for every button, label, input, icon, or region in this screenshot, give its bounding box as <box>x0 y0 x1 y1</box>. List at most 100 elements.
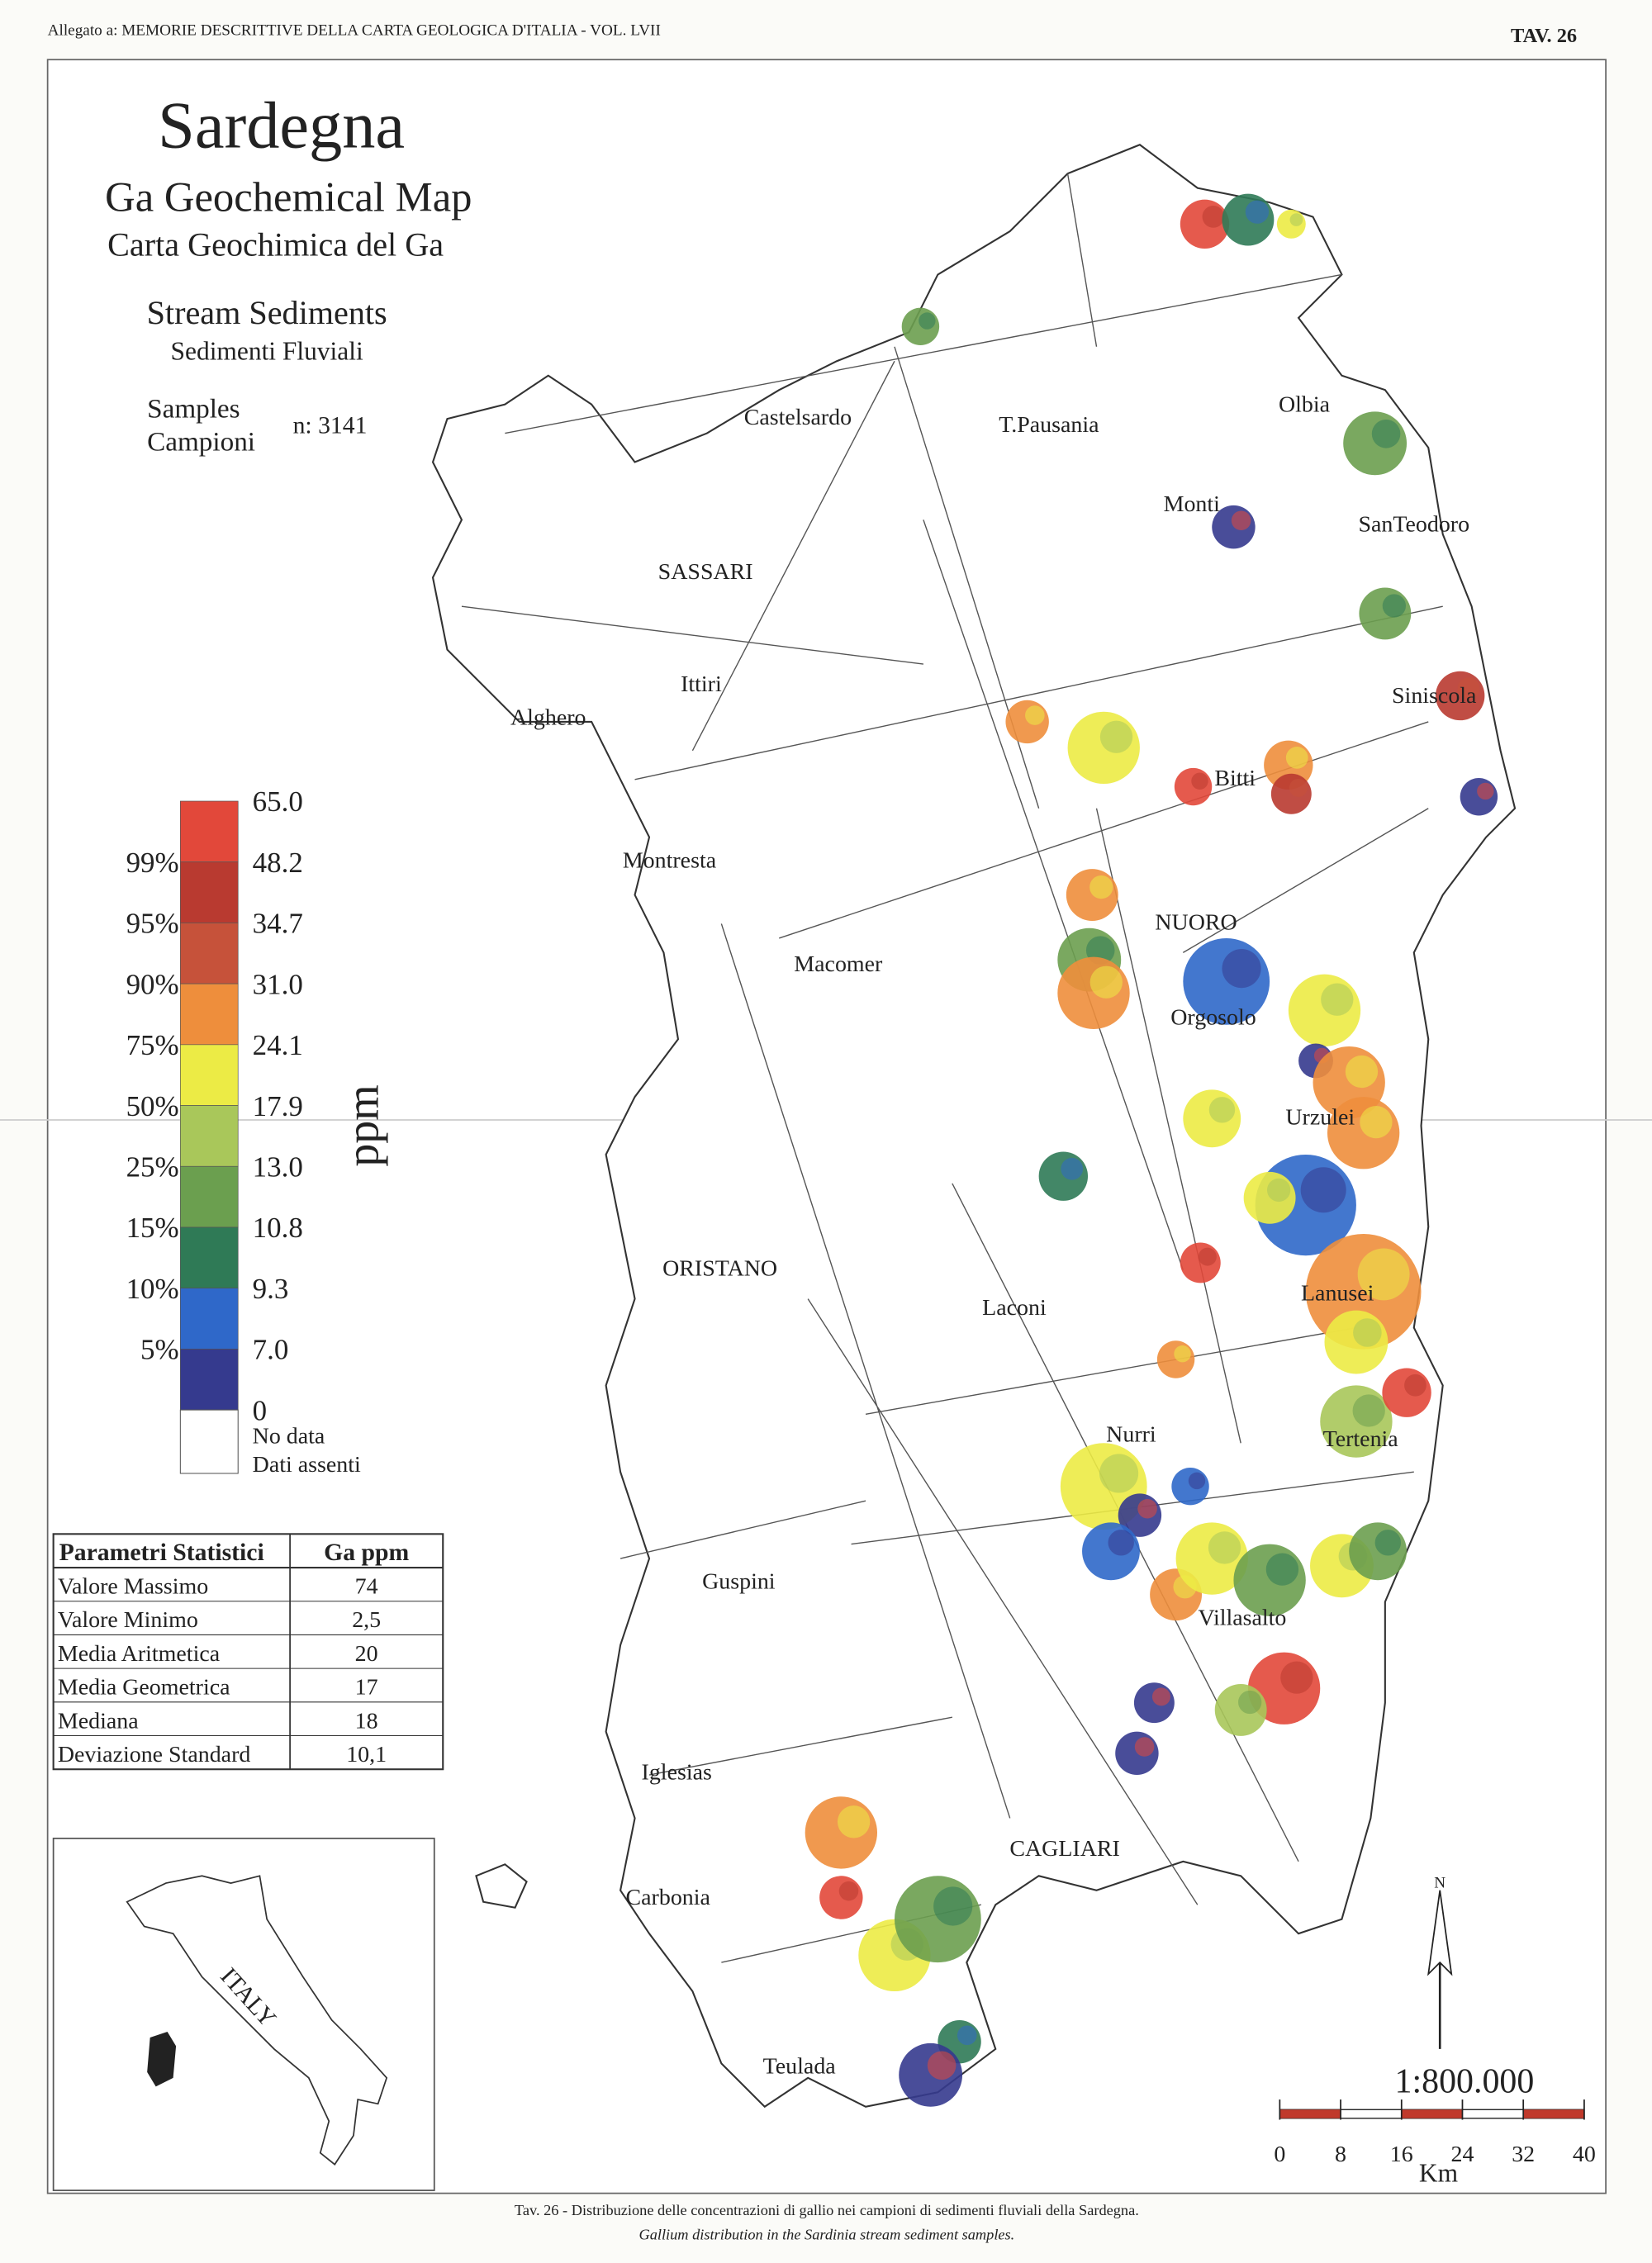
sample-cluster-detail <box>933 1886 973 1926</box>
place-label: Bitti <box>1214 766 1256 791</box>
sample-cluster-detail <box>1137 1498 1157 1519</box>
scale-tick-label: 32 <box>1512 2142 1535 2167</box>
sample-cluster-detail <box>1061 1157 1084 1180</box>
legend-value: 0 <box>253 1394 267 1426</box>
legend-percentile: 75% <box>126 1029 179 1061</box>
place-label: Nurri <box>1106 1422 1156 1448</box>
legend-value: 24.1 <box>253 1029 303 1061</box>
sample-cluster <box>1057 956 1130 1029</box>
scale-segment <box>1401 2109 1463 2118</box>
sample-cluster-detail <box>1371 419 1401 448</box>
sample-cluster <box>1156 1340 1195 1378</box>
sample-cluster-detail <box>1457 677 1480 700</box>
place-label: ORISTANO <box>662 1256 777 1282</box>
sample-cluster-detail <box>1099 720 1133 753</box>
samples-count: n: 3141 <box>293 413 368 439</box>
place-label: Lanusei <box>1301 1280 1374 1306</box>
table-header: Ga ppm <box>324 1540 409 1566</box>
sample-cluster <box>1171 1467 1209 1506</box>
scale-tick-label: 0 <box>1274 2142 1285 2167</box>
sample-cluster-detail <box>1374 1530 1402 1556</box>
sample-cluster <box>1343 411 1408 476</box>
place-label: T.Pausania <box>999 412 1099 438</box>
sample-cluster-detail <box>1280 1661 1313 1694</box>
table-cell: 20 <box>355 1641 378 1667</box>
scale-tick-label: 40 <box>1573 2142 1596 2167</box>
sample-cluster-detail <box>1222 949 1261 989</box>
sample-cluster <box>1174 767 1213 806</box>
north-label: N <box>1434 1874 1446 1891</box>
scale-segment <box>1279 2109 1341 2118</box>
scale-unit: Km <box>1419 2159 1458 2188</box>
legend-value: 9.3 <box>253 1273 289 1305</box>
table-cell: 17 <box>355 1675 378 1701</box>
sample-cluster-detail <box>1134 1737 1155 1757</box>
place-label: Orgosolo <box>1170 1005 1256 1031</box>
scale-segment <box>1523 2109 1584 2118</box>
medium-en: Stream Sediments <box>147 294 387 331</box>
legend-swatch <box>179 1044 239 1106</box>
sample-cluster-detail <box>1360 1105 1393 1139</box>
table-cell: 10,1 <box>346 1742 387 1767</box>
legend-value: 7.0 <box>253 1334 289 1366</box>
legend-swatch <box>179 1349 239 1411</box>
sample-cluster <box>1349 1522 1408 1581</box>
table-frame <box>52 1533 444 1771</box>
place-label: Olbia <box>1279 391 1331 417</box>
place-label: Ittiri <box>681 671 722 697</box>
sample-cluster-detail <box>838 1881 859 1901</box>
legend-nodata: Dati assenti <box>253 1452 361 1478</box>
title-it: Carta Geochimica del Ga <box>107 226 444 263</box>
table-cell: 18 <box>355 1708 378 1734</box>
legend-value: 34.7 <box>253 908 303 940</box>
sample-cluster-detail <box>957 2025 977 2046</box>
samples-it: Campioni <box>147 427 255 458</box>
legend-swatch <box>179 1105 239 1167</box>
legend-nodata: No data <box>253 1423 325 1449</box>
sample-cluster-detail <box>1198 1247 1217 1266</box>
sample-cluster <box>1038 1151 1089 1201</box>
place-label: NUORO <box>1155 909 1237 935</box>
place-label: SanTeodoro <box>1358 511 1469 537</box>
legend-percentile: 25% <box>126 1150 179 1183</box>
sample-cluster-detail <box>1382 594 1407 618</box>
sample-cluster <box>1276 209 1306 239</box>
scale-tick-label: 16 <box>1390 2142 1413 2167</box>
sample-cluster <box>1382 1368 1431 1417</box>
place-label: Tertenia <box>1323 1426 1399 1452</box>
sample-cluster <box>1460 778 1498 816</box>
island-outline <box>431 144 1517 2109</box>
place-label: Urzulei <box>1285 1104 1355 1130</box>
sample-cluster-detail <box>1477 782 1494 800</box>
sample-cluster-detail <box>1188 1472 1206 1490</box>
sample-cluster-detail <box>1099 1454 1139 1493</box>
sample-cluster-detail <box>1089 965 1123 999</box>
table-cell: Valore Minimo <box>58 1607 198 1633</box>
sardinia-silhouette <box>147 2031 177 2087</box>
sample-cluster-detail <box>1191 772 1208 790</box>
place-label: CAGLIARI <box>1009 1836 1119 1862</box>
sample-cluster-detail <box>1345 1055 1379 1089</box>
legend-swatch <box>179 1165 239 1228</box>
sample-cluster-detail <box>1208 1097 1236 1123</box>
sample-cluster <box>1180 199 1230 249</box>
sample-cluster <box>805 1796 878 1869</box>
sample-cluster-detail <box>1108 1530 1134 1556</box>
sample-cluster <box>1270 773 1312 814</box>
sample-cluster <box>1222 193 1275 246</box>
place-label: Villasalto <box>1198 1605 1286 1630</box>
sample-cluster-detail <box>1208 1531 1241 1564</box>
sample-cluster-detail <box>1151 1687 1170 1706</box>
sample-cluster <box>1359 587 1412 640</box>
legend-swatch <box>179 1288 239 1350</box>
sample-cluster <box>1082 1522 1140 1581</box>
place-label: Monti <box>1164 491 1221 517</box>
legend-unit: ppm <box>338 1084 389 1166</box>
sample-cluster <box>1183 1089 1241 1148</box>
medium-it: Sedimenti Fluviali <box>171 337 363 366</box>
place-label: SASSARI <box>658 559 753 585</box>
sample-cluster-detail <box>1289 213 1303 226</box>
sample-cluster-detail <box>1352 1394 1385 1427</box>
